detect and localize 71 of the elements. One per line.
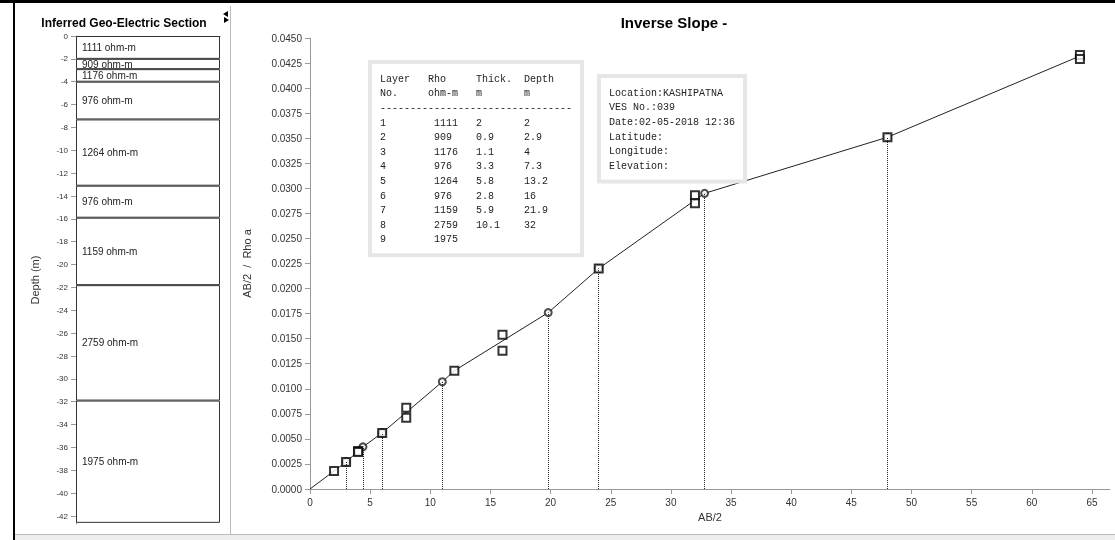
- x-tick-label: 30: [665, 496, 677, 508]
- y-tick-label: -18: [56, 237, 69, 247]
- x-tick-label: 55: [966, 496, 978, 508]
- y-tick-label: 0.0425: [271, 57, 303, 69]
- x-tick-label: 10: [424, 496, 437, 508]
- text: Layer Rho Thick. Depth No. ohm-m m m -------------------------------- 1 1111 2 2 2 909 0.9 2.9 3 1176 1.1 4 4 976 3.3 7.3 5 1264 5.8 13.2 6 976 2.8 16 7 1159 5.9 21.9 8 2759 10.1 32 9 1975: [380, 73, 573, 246]
- y-tick-label: 0.0200: [271, 283, 303, 295]
- series-label: 1176 ohm-m: [82, 69, 138, 81]
- y-axis-title: Depth (m): [28, 255, 41, 305]
- y-tick-label: -4: [60, 77, 69, 87]
- annotation: Location:KASHIPATNA VES No.:039 Date:02-05-2018 12:36 Latitude: Longitude: Elevation:: [609, 87, 736, 172]
- x-tick-label: 25: [605, 496, 617, 508]
- x-tick-label: 45: [845, 496, 858, 508]
- y-tick-label: -34: [56, 420, 69, 430]
- chart-title: Inverse Slope -: [620, 14, 728, 31]
- y-tick-label: 0.0100: [271, 383, 303, 395]
- y-tick-label: 0.0250: [271, 232, 303, 244]
- y-tick-label: 0.0025: [271, 458, 303, 470]
- y-tick-label: 0.0050: [271, 433, 303, 445]
- y-tick-label: -14: [56, 191, 69, 201]
- y-tick-label: -10: [56, 145, 69, 155]
- y-tick-label: -26: [56, 328, 69, 338]
- x-axis-title: AB/2: [698, 511, 722, 524]
- y-tick-label: 0.0275: [271, 207, 303, 219]
- x-tick-label: 35: [725, 496, 738, 508]
- y-tick-label: -22: [56, 282, 69, 292]
- y-tick-label: -8: [60, 122, 69, 132]
- y-tick-label: -42: [56, 511, 69, 521]
- y-tick-label: 0.0300: [271, 182, 303, 194]
- series-label: 976 ohm-m: [82, 196, 133, 208]
- y-tick-label: -32: [56, 397, 69, 407]
- x-tick-label: 20: [545, 496, 557, 508]
- y-tick-label: 0.0075: [271, 408, 303, 420]
- series-label: 1975 ohm-m: [82, 456, 139, 468]
- x-tick-label: 0: [307, 496, 314, 508]
- y-tick-label: 0.0150: [271, 333, 303, 345]
- y-axis-title: AB/2 / Rho a: [240, 228, 253, 298]
- y-tick-label: -6: [60, 100, 69, 110]
- y-tick-label: -36: [56, 442, 69, 452]
- y-tick-label: -38: [56, 465, 69, 475]
- y-tick-label: -28: [56, 351, 69, 361]
- y-tick-label: -30: [56, 374, 69, 384]
- y-tick-label: 0.0175: [271, 308, 303, 320]
- x-tick-label: 65: [1086, 496, 1098, 508]
- x-tick-label: 60: [1026, 496, 1038, 508]
- y-tick-label: 0.0125: [271, 358, 303, 370]
- x-tick-label: 50: [905, 496, 918, 508]
- y-tick-label: -2: [60, 54, 69, 64]
- y-tick-label: 0.0450: [271, 32, 303, 44]
- y-tick-label: 0.0325: [271, 157, 303, 169]
- series-label: 1159 ohm-m: [82, 245, 138, 257]
- series-label: 1111 ohm-m: [82, 41, 136, 53]
- y-tick-label: -24: [56, 305, 69, 315]
- y-tick-label: 0: [63, 31, 69, 41]
- y-tick-label: 0.0400: [271, 82, 303, 94]
- chart-title: Inferred Geo-Electric Section: [41, 16, 207, 30]
- series-label: 909 ohm-m: [82, 58, 133, 70]
- series-label: 1264 ohm-m: [82, 147, 139, 159]
- y-tick-label: -40: [56, 488, 69, 498]
- y-tick-label: 0.0350: [271, 132, 303, 144]
- y-tick-label: 0.0225: [271, 258, 303, 269]
- y-tick-label: 0.0000: [271, 483, 303, 495]
- x-tick-label: 40: [785, 496, 798, 508]
- x-tick-label: 15: [484, 496, 497, 508]
- series-label: 976 ohm-m: [82, 95, 133, 107]
- y-tick-label: 0.0375: [271, 107, 303, 119]
- series-label: 2759 ohm-m: [82, 337, 139, 349]
- y-tick-label: -20: [56, 260, 69, 270]
- x-tick-label: 5: [367, 496, 374, 508]
- y-tick-label: -12: [56, 168, 69, 178]
- y-tick-label: -16: [56, 214, 69, 224]
